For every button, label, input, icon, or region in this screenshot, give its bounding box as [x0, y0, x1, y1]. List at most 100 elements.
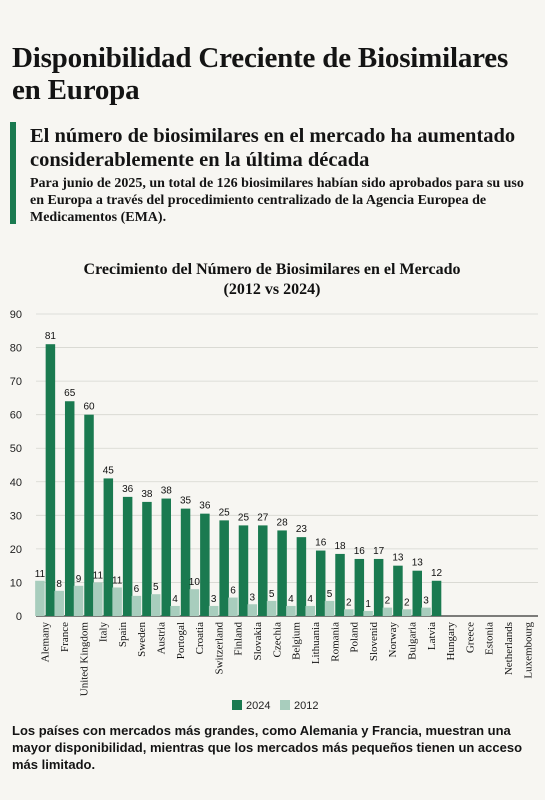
- bar-2012: [189, 589, 200, 616]
- x-tick-label: Sweden: [136, 622, 148, 657]
- data-label-2012: 5: [327, 589, 333, 600]
- data-label-2012: 1: [365, 599, 371, 610]
- chart-title-line-1: Crecimiento del Número de Biosimilares e…: [84, 261, 461, 278]
- page-title: Disponibilidad Creciente de Biosimilares…: [12, 42, 509, 106]
- x-tick-label: Portogal: [175, 622, 187, 659]
- data-label-2012: 3: [423, 596, 429, 607]
- data-label-2012: 6: [134, 584, 140, 595]
- data-label-2024: 60: [83, 402, 95, 413]
- x-tick-label: Luxembourg: [522, 622, 534, 679]
- bar-2012: [228, 597, 238, 616]
- data-label-2012: 10: [189, 577, 201, 588]
- bar-2024: [335, 553, 345, 616]
- bar-2012: [35, 580, 45, 616]
- bar-2012: [54, 590, 64, 616]
- y-tick-label: 0: [16, 611, 22, 623]
- chart-title-line-2: (2012 vs 2024): [224, 281, 321, 298]
- y-tick-label: 70: [10, 376, 22, 388]
- bar-2012: [363, 610, 373, 616]
- y-axis: 0 10 20 30 40 50 60 70 80 90: [10, 309, 22, 623]
- bar-chart: Crecimiento del Número de Biosimilares e…: [10, 261, 538, 712]
- data-label-2012: 5: [153, 582, 159, 593]
- data-label-2024: 13: [412, 558, 424, 569]
- x-tick-label: Latvia: [426, 622, 438, 650]
- x-tick-label: Belgium: [291, 622, 303, 660]
- x-tick-label: Croatia: [194, 622, 206, 654]
- footnote: Los países con mercados más grandes, com…: [12, 723, 523, 772]
- bar-2024: [219, 520, 229, 616]
- x-tick-label: Bulgaria: [407, 622, 419, 660]
- bar-2024: [354, 558, 365, 616]
- bar-2024: [142, 501, 152, 616]
- data-label-2012: 11: [35, 569, 46, 580]
- data-label-2024: 81: [45, 331, 57, 342]
- data-label-2012: 11: [112, 575, 123, 586]
- x-tick-label: Estonia: [484, 622, 496, 655]
- data-label-2024: 16: [315, 538, 327, 549]
- bar-2012: [93, 582, 103, 616]
- bar-2012: [208, 605, 219, 616]
- x-tick-label: Spain: [117, 622, 129, 648]
- bar-2012: [112, 587, 122, 616]
- data-label-2012: 5: [269, 589, 275, 600]
- chart-title: Crecimiento del Número de Biosimilares e…: [84, 261, 461, 298]
- y-tick-label: 20: [10, 544, 22, 556]
- y-tick-label: 10: [10, 577, 22, 589]
- bar-2012: [286, 605, 296, 616]
- x-tick-label: Finland: [233, 622, 245, 656]
- bar-2012: [266, 600, 277, 616]
- x-axis: Alemany France United Kingdom Italy Spain Swe…: [40, 622, 535, 697]
- bar-2012: [247, 604, 258, 616]
- x-tick-label: Hungary: [445, 622, 457, 661]
- x-tick-label: Romania: [329, 622, 341, 662]
- y-tick-label: 40: [10, 477, 22, 489]
- x-tick-label: Lithuania: [310, 622, 322, 664]
- bar-2024: [103, 478, 114, 616]
- bar-2024: [296, 537, 307, 616]
- data-label-2012: 6: [230, 586, 236, 597]
- bar-2024: [412, 570, 422, 616]
- data-label-2012: 11: [93, 570, 104, 581]
- chart-bars: 1181865960114511366385384351036325625327…: [35, 331, 443, 616]
- data-label-2012: 2: [346, 597, 352, 608]
- bar-2024: [238, 525, 249, 616]
- x-tick-label: United Kingdom: [78, 622, 90, 697]
- x-tick-label: Greece: [464, 622, 476, 653]
- subtitle: El número de biosimilares en el mercado …: [30, 125, 516, 171]
- data-label-2012: 2: [385, 596, 391, 607]
- x-tick-label: Italy: [98, 622, 110, 643]
- data-label-2024: 13: [392, 553, 404, 564]
- bar-2024: [200, 513, 210, 616]
- data-label-2024: 16: [354, 546, 366, 557]
- bar-2012: [170, 605, 180, 616]
- bar-2024: [373, 558, 384, 616]
- bar-2024: [258, 525, 268, 616]
- y-tick-label: 60: [10, 410, 22, 422]
- x-tick-label: Switzerland: [213, 622, 225, 675]
- data-label-2024: 18: [334, 541, 346, 552]
- x-tick-label: Austria: [156, 622, 168, 655]
- data-label-2024: 36: [122, 484, 134, 495]
- x-tick-label: Slovakia: [252, 622, 264, 661]
- bar-2012: [324, 600, 335, 616]
- bar-2024: [277, 530, 287, 616]
- bar-2024: [315, 550, 326, 616]
- bar-2024: [84, 414, 94, 616]
- bar-2012: [73, 585, 84, 616]
- chart-grid: [36, 313, 538, 617]
- chart-legend: 2024 2012: [232, 700, 318, 712]
- bar-2024: [64, 401, 75, 616]
- data-label-2024: 38: [141, 489, 153, 500]
- x-tick-label: Netherlands: [503, 622, 515, 675]
- x-tick-label: Norway: [387, 622, 399, 658]
- bar-2012: [131, 595, 142, 616]
- legend-label-2024: 2024: [246, 700, 270, 712]
- data-label-2024: 25: [219, 507, 231, 518]
- y-tick-label: 50: [10, 443, 22, 455]
- legend-swatch-2012: [280, 700, 290, 710]
- x-tick-label: France: [59, 622, 71, 652]
- legend-label-2012: 2012: [294, 700, 318, 712]
- bar-2012: [421, 607, 431, 616]
- y-tick-label: 90: [10, 309, 22, 321]
- data-label-2024: 35: [180, 496, 192, 507]
